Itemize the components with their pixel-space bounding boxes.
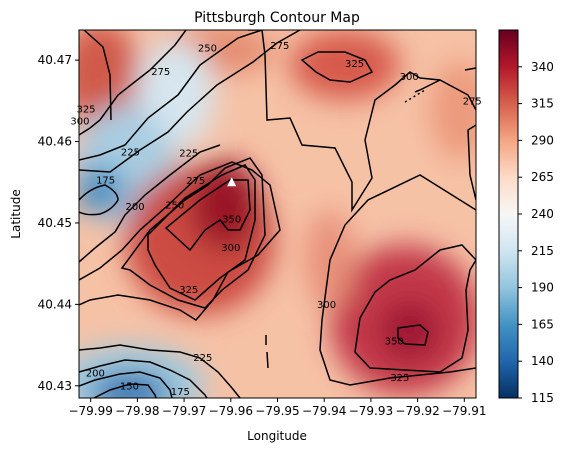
contour-label: 300	[221, 243, 240, 254]
contour-labels: 250 275 275 325 300 275 325 300 225 225 175 275 200 2…	[70, 41, 481, 398]
colorbar-tick-label: 115	[531, 391, 554, 405]
colorbar-tick-label: 165	[531, 317, 554, 331]
chart-title: Pittsburgh Contour Map	[194, 10, 360, 26]
x-tick-label: −79.92	[395, 404, 439, 418]
y-tick-label: 40.47	[38, 53, 72, 67]
contour-label: 350	[222, 214, 241, 225]
x-tick-label: −79.96	[209, 404, 253, 418]
contour-label: 275	[463, 96, 482, 107]
contour-label: 225	[193, 353, 212, 364]
colorbar-tick-label: 240	[531, 207, 554, 221]
colorbar	[498, 29, 519, 399]
contour-label: 275	[270, 41, 289, 52]
colorbar-tick-label: 190	[531, 281, 554, 295]
contour-label: 300	[317, 300, 336, 311]
colorbar-tick-label: 315	[531, 97, 554, 111]
colorbar-tick-label: 340	[531, 60, 554, 74]
colorbar-tick-label: 215	[531, 244, 554, 258]
contour-label: 250	[165, 201, 184, 212]
y-tick-label: 40.43	[38, 379, 72, 393]
contour-label: 275	[186, 176, 205, 187]
contour-label: 225	[121, 148, 140, 159]
contour-label: 175	[96, 175, 115, 186]
contour-label: 200	[126, 202, 145, 213]
contour-label: 200	[86, 368, 105, 379]
y-axis: 40.43 40.44 40.45 40.46 40.47	[38, 53, 79, 393]
y-tick-label: 40.45	[38, 216, 72, 230]
contour-label: 175	[171, 387, 190, 398]
colorbar-axis: 115 140 165 190 215 240 265 290 315 340	[518, 60, 554, 405]
colorbar-tick-label: 140	[531, 354, 554, 368]
x-tick-label: −79.91	[442, 404, 486, 418]
contour-label: 225	[179, 148, 198, 159]
x-tick-label: −79.98	[115, 404, 159, 418]
contour-label: 300	[70, 117, 89, 128]
contour-label: 250	[198, 43, 217, 54]
contour-label: 325	[179, 285, 198, 296]
x-axis: −79.99 −79.98 −79.97 −79.96 −79.95 −79.94 −79.…	[68, 398, 487, 418]
y-axis-label: Latitude	[9, 189, 23, 238]
x-tick-label: −79.94	[302, 404, 346, 418]
contour-label: 275	[151, 67, 170, 78]
contour-label: 350	[385, 337, 404, 348]
y-tick-label: 40.46	[38, 135, 72, 149]
colorbar-tick-label: 265	[531, 170, 554, 184]
contour-label: 325	[390, 373, 409, 384]
contour-lines	[79, 30, 476, 398]
contour-label: 300	[400, 72, 419, 83]
contour-label: 150	[120, 381, 139, 392]
x-tick-label: −79.93	[349, 404, 393, 418]
y-tick-label: 40.44	[38, 297, 72, 311]
x-tick-label: −79.99	[68, 404, 112, 418]
contour-label: 325	[76, 104, 95, 115]
x-tick-label: −79.95	[255, 404, 299, 418]
location-marker	[227, 177, 237, 187]
contour-label: 325	[345, 59, 364, 70]
x-tick-label: −79.97	[162, 404, 206, 418]
colorbar-tick-label: 290	[531, 133, 554, 147]
x-axis-label: Longitude	[247, 429, 307, 443]
